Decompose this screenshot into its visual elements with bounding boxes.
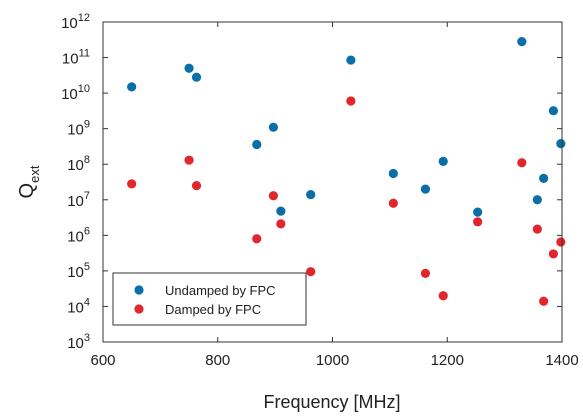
data-point bbox=[276, 206, 286, 216]
data-point bbox=[268, 122, 279, 132]
data-point bbox=[276, 219, 286, 229]
legend-label-damped: Damped by FPC bbox=[165, 302, 261, 317]
series-1 bbox=[127, 96, 566, 306]
x-tick-label: 600 bbox=[90, 352, 115, 369]
data-point bbox=[252, 234, 262, 244]
data-point bbox=[532, 224, 542, 234]
y-axis-title: Qext bbox=[16, 165, 42, 198]
data-point bbox=[532, 195, 542, 205]
x-tick-label: 1000 bbox=[316, 352, 349, 369]
legend-marker-undamped bbox=[134, 285, 144, 295]
data-point bbox=[268, 191, 279, 201]
legend-marker-damped bbox=[134, 304, 144, 314]
data-point bbox=[191, 72, 202, 82]
y-tick-label: 108 bbox=[67, 154, 90, 174]
x-axis-title: Frequency [MHz] bbox=[263, 392, 400, 412]
data-point bbox=[517, 158, 527, 168]
series-0 bbox=[127, 37, 566, 217]
data-point bbox=[252, 139, 262, 150]
legend-box bbox=[112, 272, 307, 326]
data-point bbox=[420, 184, 431, 194]
data-point bbox=[556, 237, 566, 247]
data-point bbox=[473, 207, 483, 217]
y-tick-label: 106 bbox=[67, 225, 90, 245]
y-tick-label: 103 bbox=[67, 332, 90, 352]
data-point bbox=[548, 249, 558, 259]
data-point bbox=[306, 189, 316, 200]
data-point bbox=[539, 173, 549, 183]
data-point bbox=[346, 96, 356, 106]
data-point bbox=[438, 291, 448, 301]
x-tick-label: 1200 bbox=[431, 352, 464, 369]
data-point bbox=[539, 296, 549, 306]
y-tick-label: 107 bbox=[67, 190, 90, 210]
data-point bbox=[184, 155, 194, 165]
y-axis-title-subscript: ext bbox=[27, 165, 42, 183]
data-point bbox=[127, 82, 137, 92]
data-point bbox=[388, 168, 398, 179]
data-point bbox=[548, 106, 558, 116]
y-tick-label: 1010 bbox=[61, 83, 90, 103]
y-tick-label: 109 bbox=[67, 119, 90, 139]
data-point bbox=[127, 179, 137, 189]
data-point bbox=[346, 55, 356, 65]
y-tick-label: 1011 bbox=[62, 48, 90, 68]
data-point bbox=[191, 181, 202, 191]
axis-ticks: 600 800 1000 1200 1400 103 104 105 106 107 108 109 1… bbox=[61, 12, 579, 369]
y-tick-label: 104 bbox=[67, 296, 90, 316]
legend: Undamped by FPC Damped by FPC bbox=[112, 272, 307, 326]
data-point bbox=[306, 267, 316, 277]
data-point bbox=[473, 217, 483, 227]
x-tick-label: 1400 bbox=[545, 352, 578, 369]
data-point bbox=[556, 139, 566, 149]
data-point bbox=[184, 63, 194, 73]
data-point bbox=[517, 37, 527, 47]
data-point bbox=[388, 198, 398, 208]
x-tick-label: 800 bbox=[205, 352, 230, 369]
data-point bbox=[420, 268, 431, 278]
y-axis-title-main: Q bbox=[16, 183, 38, 199]
legend-label-undamped: Undamped by FPC bbox=[165, 283, 276, 298]
data-marks bbox=[127, 37, 566, 306]
y-tick-label: 1012 bbox=[61, 12, 90, 32]
y-tick-label: 105 bbox=[67, 261, 90, 281]
data-point bbox=[438, 156, 448, 167]
